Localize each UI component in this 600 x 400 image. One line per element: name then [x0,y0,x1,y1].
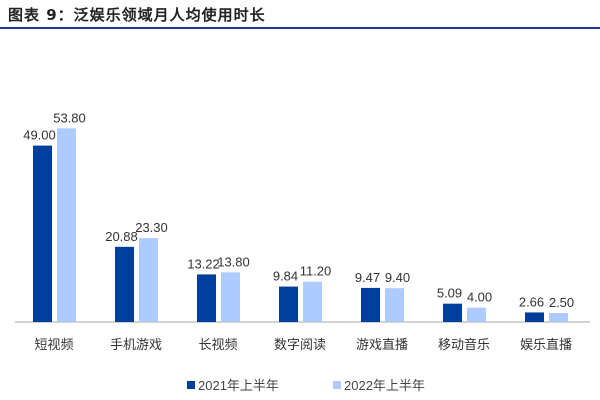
category-label: 游戏直播 [356,338,408,353]
data-label: 13.22 [187,256,220,271]
bar [139,238,158,322]
title-divider [0,27,600,29]
data-label: 4.00 [467,290,492,305]
chart-title: 图表 9：泛娱乐领域月人均使用时长 [8,6,266,24]
data-label: 23.30 [135,220,168,235]
bar [385,288,404,322]
bar [57,128,76,322]
category-label: 手机游戏 [110,338,162,353]
data-label: 49.00 [23,128,56,143]
bar [525,312,544,322]
category-label: 娱乐直播 [520,338,572,353]
category-label: 长视频 [198,338,237,353]
bar [361,287,380,322]
category-label: 数字阅读 [274,338,326,353]
bar [303,281,322,322]
bar [33,145,52,322]
bar [549,313,568,322]
data-label: 2.50 [549,295,574,310]
data-label: 20.88 [105,229,138,244]
bar [221,272,240,322]
legend-swatch [187,381,195,389]
bar [279,286,298,322]
legend-label: 2021年上半年 [198,378,279,393]
bar [197,274,216,322]
data-label: 53.80 [53,110,86,125]
data-label: 9.47 [355,270,380,285]
data-label: 13.80 [217,254,250,269]
category-label: 移动音乐 [438,337,490,353]
data-label: 5.09 [437,286,462,301]
data-label: 9.84 [273,269,298,284]
category-label: 短视频 [34,338,73,353]
bar [115,246,134,322]
bar [443,303,462,322]
data-label: 2.66 [519,294,544,309]
legend-label: 2022年上半年 [344,378,425,393]
data-label: 11.20 [300,264,332,279]
bar [467,307,486,322]
data-label: 9.40 [385,270,410,285]
legend-swatch [333,381,341,389]
